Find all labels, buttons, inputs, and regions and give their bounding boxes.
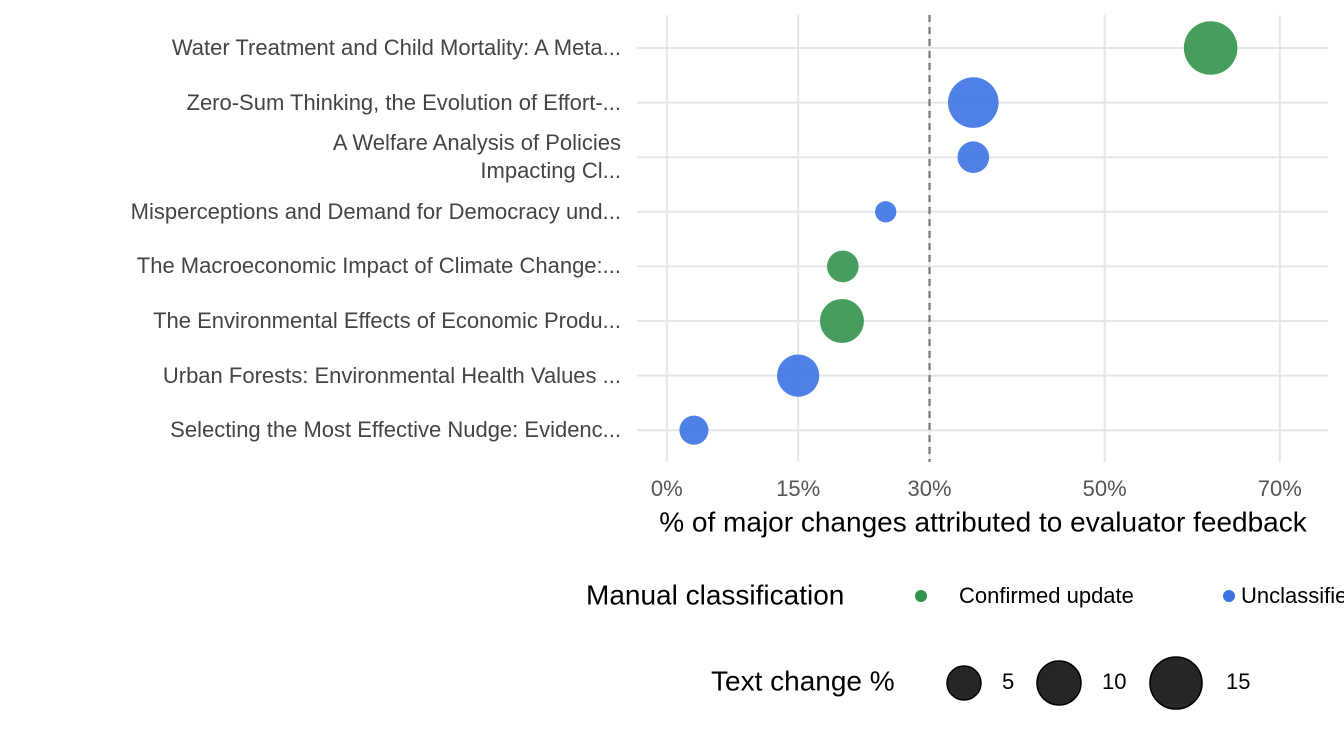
point bbox=[777, 354, 820, 397]
x-tick-label: 70% bbox=[1258, 476, 1302, 501]
color-legend-title: Manual classification bbox=[586, 579, 844, 610]
x-tick-label: 0% bbox=[651, 476, 683, 501]
point bbox=[819, 299, 864, 343]
point bbox=[948, 77, 999, 128]
size-legend-label: 15 bbox=[1226, 669, 1250, 694]
legend-label: Confirmed update bbox=[959, 583, 1134, 608]
legend-swatch bbox=[1223, 590, 1235, 602]
y-tick-label: Selecting the Most Effective Nudge: Evid… bbox=[170, 417, 621, 443]
y-tick-label: The Macroeconomic Impact of Climate Chan… bbox=[136, 253, 621, 279]
x-tick-label: 50% bbox=[1083, 476, 1127, 501]
size-legend-label: 10 bbox=[1102, 669, 1126, 694]
y-tick-label: The Environmental Effects of Economic Pr… bbox=[153, 308, 621, 333]
size-legend-key bbox=[1149, 656, 1203, 710]
x-tick-label: 30% bbox=[907, 476, 951, 501]
size-legend-key bbox=[1036, 660, 1082, 706]
size-legend-key bbox=[946, 665, 982, 701]
point bbox=[1183, 21, 1238, 75]
point bbox=[957, 141, 990, 174]
point bbox=[826, 250, 859, 283]
y-tick-label: Water Treatment and Child Mortality: A M… bbox=[171, 35, 621, 60]
point bbox=[679, 415, 709, 445]
x-axis-title: % of major changes attributed to evaluat… bbox=[659, 506, 1308, 537]
size-legend-label: 5 bbox=[1002, 669, 1014, 694]
y-tick-label: Zero-Sum Thinking, the Evolution of Effo… bbox=[186, 89, 622, 115]
y-tick-label: Urban Forests: Environmental Health Valu… bbox=[162, 362, 621, 388]
legend-label: Unclassified bbox=[1241, 583, 1344, 608]
point bbox=[875, 201, 897, 223]
x-tick-label: 15% bbox=[776, 476, 820, 501]
y-tick-label: Misperceptions and Demand for Democracy … bbox=[130, 198, 621, 224]
y-tick-label: A Welfare Analysis of Policies Impacting… bbox=[332, 130, 621, 184]
legend-swatch bbox=[915, 590, 927, 602]
size-legend-title: Text change % bbox=[711, 665, 895, 696]
